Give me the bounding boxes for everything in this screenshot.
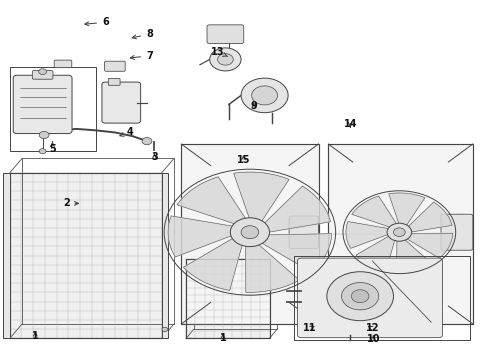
Polygon shape [264,186,330,232]
Polygon shape [346,221,390,248]
Polygon shape [246,244,299,292]
Polygon shape [397,239,432,271]
Bar [181,144,318,324]
Text: 1: 1 [220,333,226,343]
FancyBboxPatch shape [289,216,318,248]
Circle shape [39,69,47,75]
Circle shape [393,228,405,237]
Polygon shape [177,177,246,224]
Circle shape [351,290,369,303]
Text: 15: 15 [237,155,250,165]
Circle shape [342,283,379,310]
Bar [3,173,10,338]
Circle shape [142,138,152,145]
Polygon shape [352,196,397,228]
Circle shape [230,218,270,247]
Circle shape [210,48,241,71]
Text: 14: 14 [343,119,357,129]
FancyBboxPatch shape [108,78,120,85]
Circle shape [39,131,49,139]
Text: 6: 6 [85,17,109,27]
Polygon shape [262,234,332,272]
Polygon shape [408,202,452,232]
Text: 8: 8 [132,29,153,39]
Circle shape [241,78,288,113]
Polygon shape [183,238,242,291]
Text: 3: 3 [151,152,158,162]
Circle shape [218,54,233,65]
Polygon shape [10,173,162,338]
FancyBboxPatch shape [32,71,53,79]
Bar [162,173,168,338]
Circle shape [327,272,393,321]
Bar [328,144,473,324]
Circle shape [162,327,168,332]
FancyBboxPatch shape [441,214,473,250]
Text: 9: 9 [250,101,257,111]
Polygon shape [186,259,270,338]
Text: 12: 12 [366,323,379,333]
Bar [294,256,470,340]
Text: 10: 10 [367,334,380,344]
Text: 13: 13 [211,47,227,57]
FancyBboxPatch shape [13,75,72,134]
Polygon shape [234,172,289,221]
FancyBboxPatch shape [105,61,125,71]
Text: 11: 11 [303,323,317,333]
Polygon shape [406,233,453,258]
Circle shape [241,226,259,239]
FancyBboxPatch shape [54,60,72,68]
Circle shape [39,149,46,154]
Text: 2: 2 [63,198,78,208]
Text: 1: 1 [32,331,39,341]
Polygon shape [356,236,395,270]
Polygon shape [168,216,233,257]
Circle shape [252,86,277,105]
Text: 5: 5 [49,141,56,154]
Circle shape [387,223,412,241]
Bar [10,67,96,151]
FancyBboxPatch shape [207,25,244,44]
Text: 4: 4 [120,127,133,137]
Polygon shape [389,193,425,226]
FancyBboxPatch shape [102,82,141,123]
FancyBboxPatch shape [297,258,442,338]
Text: 7: 7 [130,51,153,61]
